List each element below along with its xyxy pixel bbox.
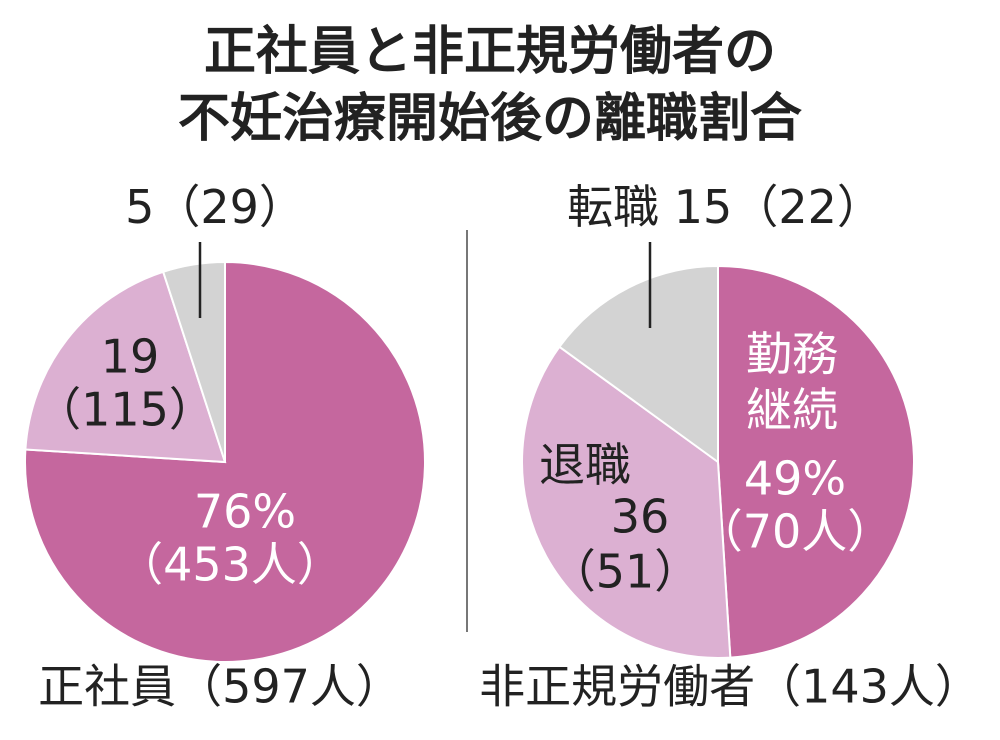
- value-label: 5: [125, 180, 154, 234]
- pie-caption: 非正規労働者（143人）: [479, 660, 981, 714]
- chart-title: 不妊治療開始後の離職割合: [178, 89, 802, 149]
- outside-label: 転職 15（22）: [567, 180, 883, 234]
- count-label: （51）: [550, 545, 701, 599]
- chart-title: 正社員と非正規労働者の: [204, 22, 776, 82]
- category-label: 退職: [539, 438, 631, 492]
- pie-slice: [558, 264, 719, 464]
- count-label: （22）: [732, 180, 883, 234]
- outside-label: 5（29）: [125, 180, 305, 234]
- value-label: 15: [674, 180, 733, 234]
- category-label: 転職: [567, 180, 659, 234]
- value-label: 19: [101, 330, 160, 384]
- space: [659, 180, 674, 234]
- count-label: （453人）: [117, 538, 343, 592]
- pie-slice: [24, 270, 227, 464]
- count-label: （29）: [154, 180, 305, 234]
- count-label: （115）: [35, 383, 215, 437]
- value-label: 76%: [194, 485, 296, 539]
- value-label: 36: [611, 490, 670, 544]
- pie-slice: [161, 260, 226, 463]
- category-label: 勤務継続: [746, 327, 838, 437]
- pie-caption: 正社員（597人）: [38, 660, 402, 714]
- pie-slice: [521, 345, 732, 659]
- count-label: （70人）: [697, 505, 894, 559]
- value-label: 49%: [744, 452, 846, 506]
- pie-slice: [717, 264, 915, 659]
